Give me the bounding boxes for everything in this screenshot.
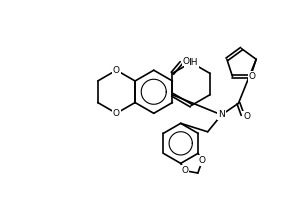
Text: O: O — [113, 109, 120, 118]
Text: NH: NH — [184, 58, 198, 67]
Text: O: O — [113, 66, 120, 75]
Text: O: O — [182, 166, 188, 175]
Text: O: O — [249, 72, 256, 81]
Text: O: O — [243, 112, 250, 121]
Text: N: N — [218, 110, 225, 119]
Text: O: O — [182, 57, 190, 66]
Text: O: O — [199, 156, 206, 165]
